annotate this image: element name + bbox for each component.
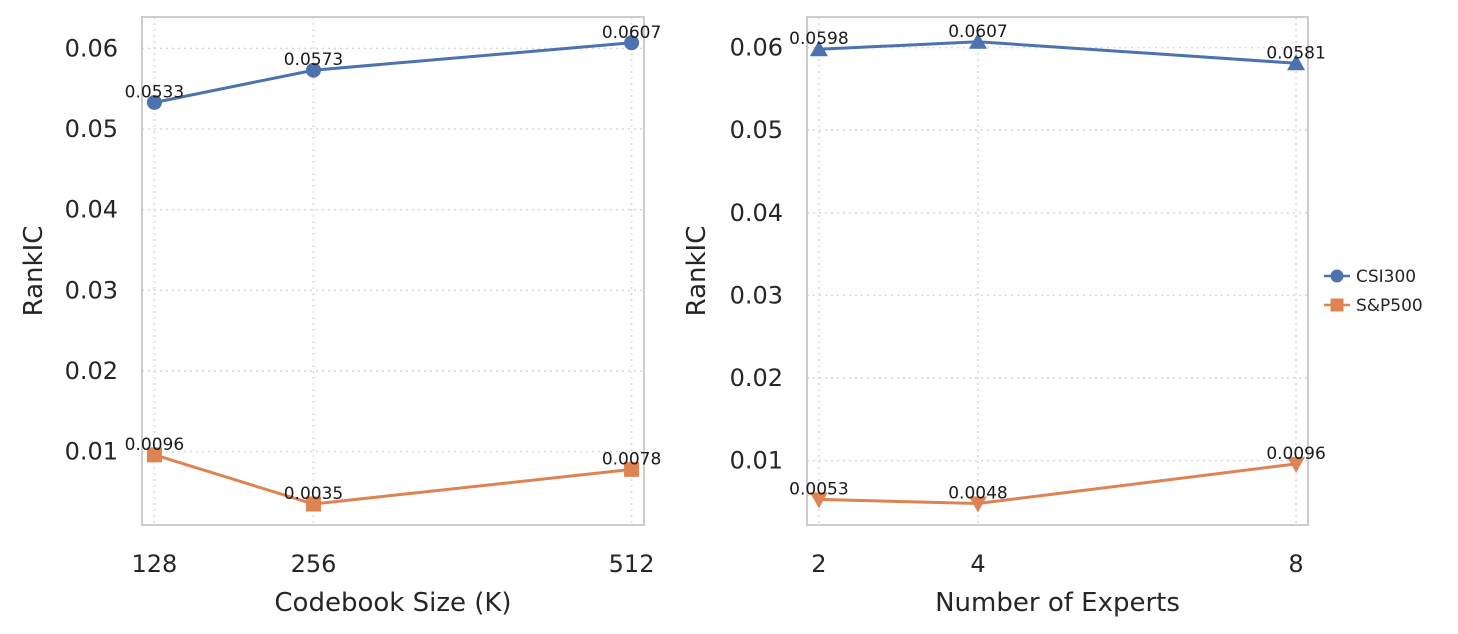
- x-tick-label: 512: [609, 550, 655, 578]
- data-label: 0.0035: [284, 484, 343, 504]
- legend-square-marker: [1330, 298, 1344, 312]
- data-point-circle: [624, 35, 640, 51]
- data-label: 0.0607: [602, 23, 661, 43]
- data-point-circle: [146, 94, 162, 110]
- legend-item-sp500[interactable]: S&P500: [1324, 296, 1423, 316]
- series-line: [818, 40, 1297, 65]
- y-tick-label: 0.02: [730, 364, 783, 392]
- data-label: 0.0078: [602, 449, 661, 469]
- series-group: 0.0533 0.0573 0.0607 0.0096 0.0035 0.0078: [125, 23, 661, 512]
- x-tick-label: 128: [132, 550, 178, 578]
- data-point-triangle-up: [968, 32, 987, 49]
- data-label: 0.0598: [789, 29, 848, 49]
- y-tick-label: 0.04: [65, 196, 118, 224]
- data-point-triangle-up: [1287, 54, 1306, 71]
- x-tick-label: 2: [811, 550, 826, 578]
- x-axis-title: Codebook Size (K): [274, 588, 511, 618]
- y-tick-label: 0.01: [730, 447, 783, 475]
- legend: CSI300 S&P500: [1324, 267, 1423, 316]
- y-tick-labels: 0.01 0.02 0.03 0.04 0.05 0.06: [65, 34, 118, 465]
- data-label: 0.0581: [1266, 43, 1325, 63]
- y-tick-label: 0.04: [730, 199, 783, 227]
- y-tick-label: 0.05: [730, 116, 783, 144]
- series-sp500: 0.0096 0.0035 0.0078: [125, 435, 661, 512]
- series-csi300: 0.0598 0.0607 0.0581: [789, 22, 1326, 71]
- y-tick-label: 0.03: [65, 276, 118, 304]
- data-label: 0.0053: [789, 479, 848, 499]
- y-tick-label: 0.02: [65, 357, 118, 385]
- series-csi300: 0.0533 0.0573 0.0607: [125, 23, 661, 110]
- gridlines: [142, 17, 644, 525]
- legend-item-csi300[interactable]: CSI300: [1324, 267, 1416, 287]
- data-point-triangle-down: [968, 496, 987, 513]
- data-label: 0.0533: [125, 82, 184, 102]
- x-tick-label: 4: [970, 550, 985, 578]
- data-point-square: [146, 447, 162, 463]
- data-point-triangle-up: [809, 40, 828, 57]
- data-point-square: [305, 496, 321, 512]
- legend-label: S&P500: [1356, 296, 1423, 316]
- codebook-size-panel: 0.01 0.02 0.03 0.04 0.05 0.06 128 256 512 Codeb…: [19, 16, 661, 618]
- experts-panel: 0.01 0.02 0.03 0.04 0.05 0.06 2 4 8 Number of E…: [682, 16, 1326, 618]
- y-tick-labels: 0.01 0.02 0.03 0.04 0.05 0.06: [730, 34, 783, 475]
- series-line: [818, 462, 1297, 506]
- series-sp500: 0.0053 0.0048 0.0096: [789, 444, 1326, 513]
- y-tick-label: 0.06: [730, 34, 783, 62]
- data-point-square: [624, 461, 640, 477]
- data-label: 0.0573: [284, 50, 343, 70]
- x-tick-label: 8: [1288, 550, 1303, 578]
- data-label: 0.0048: [948, 484, 1007, 504]
- y-tick-label: 0.01: [65, 438, 118, 466]
- data-point-circle: [305, 62, 321, 78]
- x-tick-labels: 2 4 8: [811, 550, 1303, 578]
- series-line: [153, 453, 632, 506]
- data-label: 0.0096: [125, 435, 184, 455]
- y-tick-label: 0.03: [730, 281, 783, 309]
- gridlines: [807, 17, 1308, 525]
- data-point-triangle-down: [1287, 456, 1306, 473]
- y-tick-label: 0.05: [65, 115, 118, 143]
- data-label: 0.0096: [1266, 444, 1325, 464]
- x-tick-label: 256: [291, 550, 337, 578]
- plot-frame: [141, 16, 645, 526]
- legend-circle-marker: [1330, 269, 1344, 283]
- data-point-triangle-down: [809, 492, 828, 509]
- y-axis-title: RankIC: [19, 226, 49, 317]
- plot-frame: [806, 16, 1309, 526]
- x-axis-title: Number of Experts: [935, 588, 1180, 618]
- x-tick-labels: 128 256 512: [132, 550, 655, 578]
- series-group: 0.0598 0.0607 0.0581 0.0053 0.0048 0.0096: [789, 22, 1326, 513]
- series-line: [154, 41, 632, 104]
- legend-label: CSI300: [1356, 267, 1416, 287]
- data-label: 0.0607: [948, 22, 1007, 42]
- y-tick-label: 0.06: [65, 34, 118, 62]
- y-axis-title: RankIC: [682, 226, 712, 317]
